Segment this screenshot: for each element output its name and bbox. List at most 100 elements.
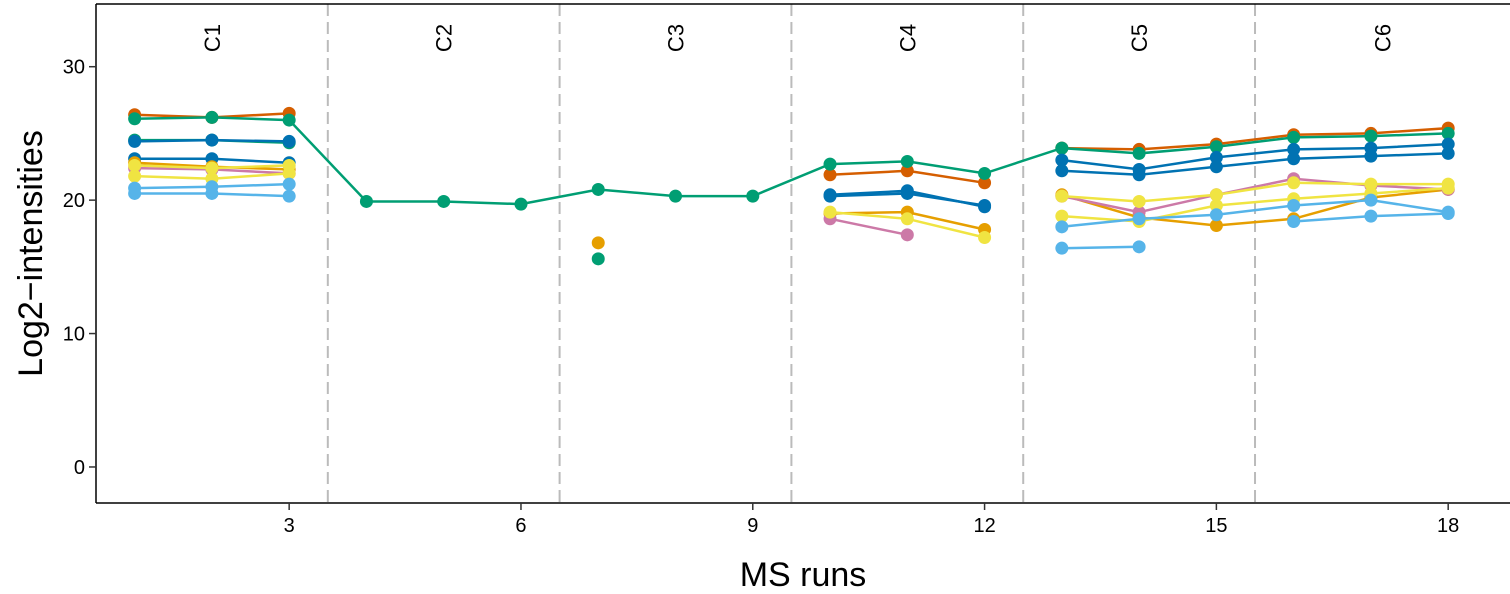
- data-point: [205, 110, 219, 124]
- data-point: [1132, 146, 1146, 160]
- data-point: [1132, 212, 1146, 226]
- data-point: [591, 252, 605, 266]
- data-point: [437, 194, 451, 208]
- data-point: [282, 113, 296, 127]
- data-point: [978, 176, 992, 190]
- series-21: [128, 166, 296, 186]
- data-point: [1209, 198, 1223, 212]
- series-line: [1061, 198, 1449, 229]
- data-point: [978, 198, 992, 212]
- data-point: [978, 166, 992, 180]
- x-tick-label: 3: [284, 515, 295, 537]
- data-point: [514, 197, 528, 211]
- data-point: [1364, 209, 1378, 223]
- data-point: [1055, 241, 1069, 255]
- series-29: [1287, 206, 1455, 228]
- data-point: [1287, 198, 1301, 212]
- data-point: [1441, 206, 1455, 220]
- series-line: [1061, 177, 1449, 214]
- condition-label: C5: [1127, 24, 1152, 52]
- data-point: [1209, 208, 1223, 222]
- data-point: [746, 189, 760, 203]
- series-line: [1061, 142, 1449, 171]
- data-point: [669, 189, 683, 203]
- series-line: [1061, 152, 1449, 177]
- data-point: [1055, 220, 1069, 234]
- series-line: [1061, 126, 1449, 151]
- condition-label: C6: [1371, 24, 1396, 52]
- data-point: [205, 161, 219, 175]
- data-point: [128, 134, 142, 148]
- condition-labels: C1 C2 C3 C4 C5 C6: [200, 24, 1396, 52]
- data-point: [128, 186, 142, 200]
- data-point: [1055, 164, 1069, 178]
- data-point: [1132, 194, 1146, 208]
- condition-label: C2: [432, 24, 457, 52]
- data-point: [1287, 142, 1301, 156]
- series-22: [823, 205, 992, 244]
- data-point: [282, 189, 296, 203]
- y-tick-label: 10: [63, 324, 85, 346]
- series-12: [1055, 146, 1455, 182]
- series-6: [591, 252, 605, 266]
- data-point: [900, 212, 914, 226]
- data-point: [1287, 214, 1301, 228]
- data-point: [282, 166, 296, 180]
- data-point: [282, 134, 296, 148]
- data-point: [900, 186, 914, 200]
- series-layer: [128, 106, 1455, 266]
- data-point: [205, 186, 219, 200]
- data-point: [1055, 209, 1069, 223]
- x-tick-label: 6: [515, 515, 526, 537]
- data-point: [1209, 218, 1223, 232]
- condition-dividers: [326, 4, 1257, 503]
- data-point: [978, 230, 992, 244]
- series-line: [829, 217, 908, 237]
- condition-label: C1: [200, 24, 225, 52]
- data-point: [1209, 188, 1223, 202]
- condition-label: C4: [895, 24, 920, 52]
- y-axis-title: Log2−intensities: [12, 130, 50, 377]
- y-tick-label: 0: [74, 457, 85, 479]
- data-point: [900, 228, 914, 242]
- x-axis-title: MS runs: [740, 556, 867, 594]
- x-tick-label: 18: [1437, 515, 1459, 537]
- series-line: [1061, 188, 1449, 227]
- data-point: [591, 182, 605, 196]
- data-point: [128, 112, 142, 126]
- data-point: [900, 154, 914, 168]
- data-point: [1364, 193, 1378, 207]
- data-point: [1441, 137, 1455, 151]
- data-point: [1364, 129, 1378, 143]
- data-point: [1132, 240, 1146, 254]
- x-tick-label: 12: [973, 515, 995, 537]
- data-point: [591, 236, 605, 250]
- condition-label: C3: [664, 24, 689, 52]
- data-point: [205, 133, 219, 147]
- series-line: [1061, 181, 1449, 203]
- data-point: [1287, 176, 1301, 190]
- data-point: [1209, 160, 1223, 174]
- y-tick-label: 20: [63, 190, 85, 212]
- data-point: [128, 158, 142, 172]
- data-point: [1055, 141, 1069, 155]
- data-point: [1287, 152, 1301, 166]
- x-tick-label: 15: [1205, 515, 1227, 537]
- series-26: [128, 186, 296, 203]
- data-point: [1441, 146, 1455, 160]
- data-point: [823, 189, 837, 203]
- series-2: [823, 164, 992, 190]
- data-point: [1287, 130, 1301, 144]
- data-point: [282, 177, 296, 191]
- data-point: [823, 157, 837, 171]
- data-point: [1132, 168, 1146, 182]
- series-line: [1061, 245, 1140, 250]
- axes: 0 10 20 30 3 6 9 12 15 18: [63, 3, 1510, 537]
- data-point: [1364, 149, 1378, 163]
- data-point: [1209, 140, 1223, 154]
- data-point: [1441, 181, 1455, 195]
- x-tick-label: 9: [747, 515, 758, 537]
- y-tick-label: 30: [63, 57, 85, 79]
- data-point: [1364, 177, 1378, 191]
